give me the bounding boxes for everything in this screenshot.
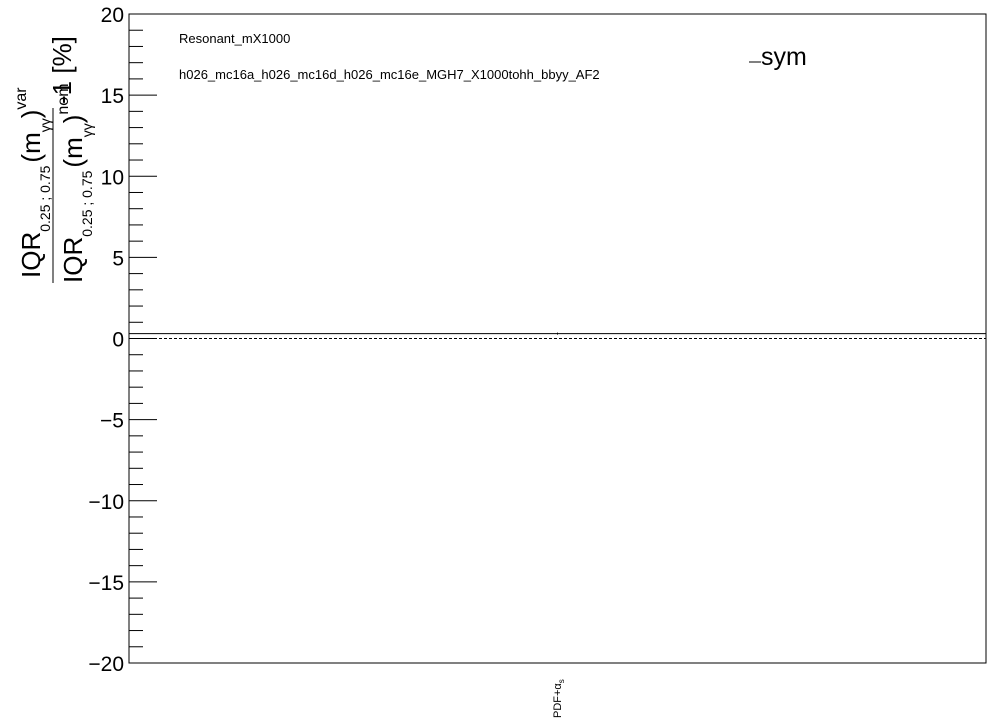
y-tick-label: −10 bbox=[88, 491, 124, 514]
y-title-suffix: -1 [%] bbox=[47, 36, 77, 104]
y-tick-label: −5 bbox=[100, 410, 124, 433]
y-tick-label: −20 bbox=[88, 653, 124, 676]
y-title-denominator: IQR0.25 ; 0.75(mγγ)nom bbox=[55, 83, 95, 283]
y-title-numerator: IQR0.25 ; 0.75(mγγ)var bbox=[13, 87, 53, 278]
series-layer bbox=[129, 332, 986, 335]
x-category-label: PDF+αs bbox=[552, 679, 566, 718]
y-axis: 20 15 10 5 0 −5 −10 −15 −20 bbox=[88, 4, 157, 676]
y-tick-label: 5 bbox=[112, 247, 124, 270]
y-tick-label: −15 bbox=[88, 572, 124, 595]
annotation-line-1: Resonant_mX1000 bbox=[179, 31, 290, 46]
y-tick-label: 15 bbox=[101, 85, 124, 108]
y-tick-label: 10 bbox=[101, 166, 124, 189]
y-tick-label: 0 bbox=[112, 329, 124, 352]
annotation-line-2: h026_mc16a_h026_mc16d_h026_mc16e_MGH7_X1… bbox=[179, 67, 600, 82]
legend: sym bbox=[749, 43, 807, 71]
y-axis-title: IQR0.25 ; 0.75(mγγ)var IQR0.25 ; 0.75(mγ… bbox=[13, 36, 95, 283]
y-tick-label: 20 bbox=[101, 4, 124, 27]
legend-label-sym: sym bbox=[761, 43, 807, 71]
